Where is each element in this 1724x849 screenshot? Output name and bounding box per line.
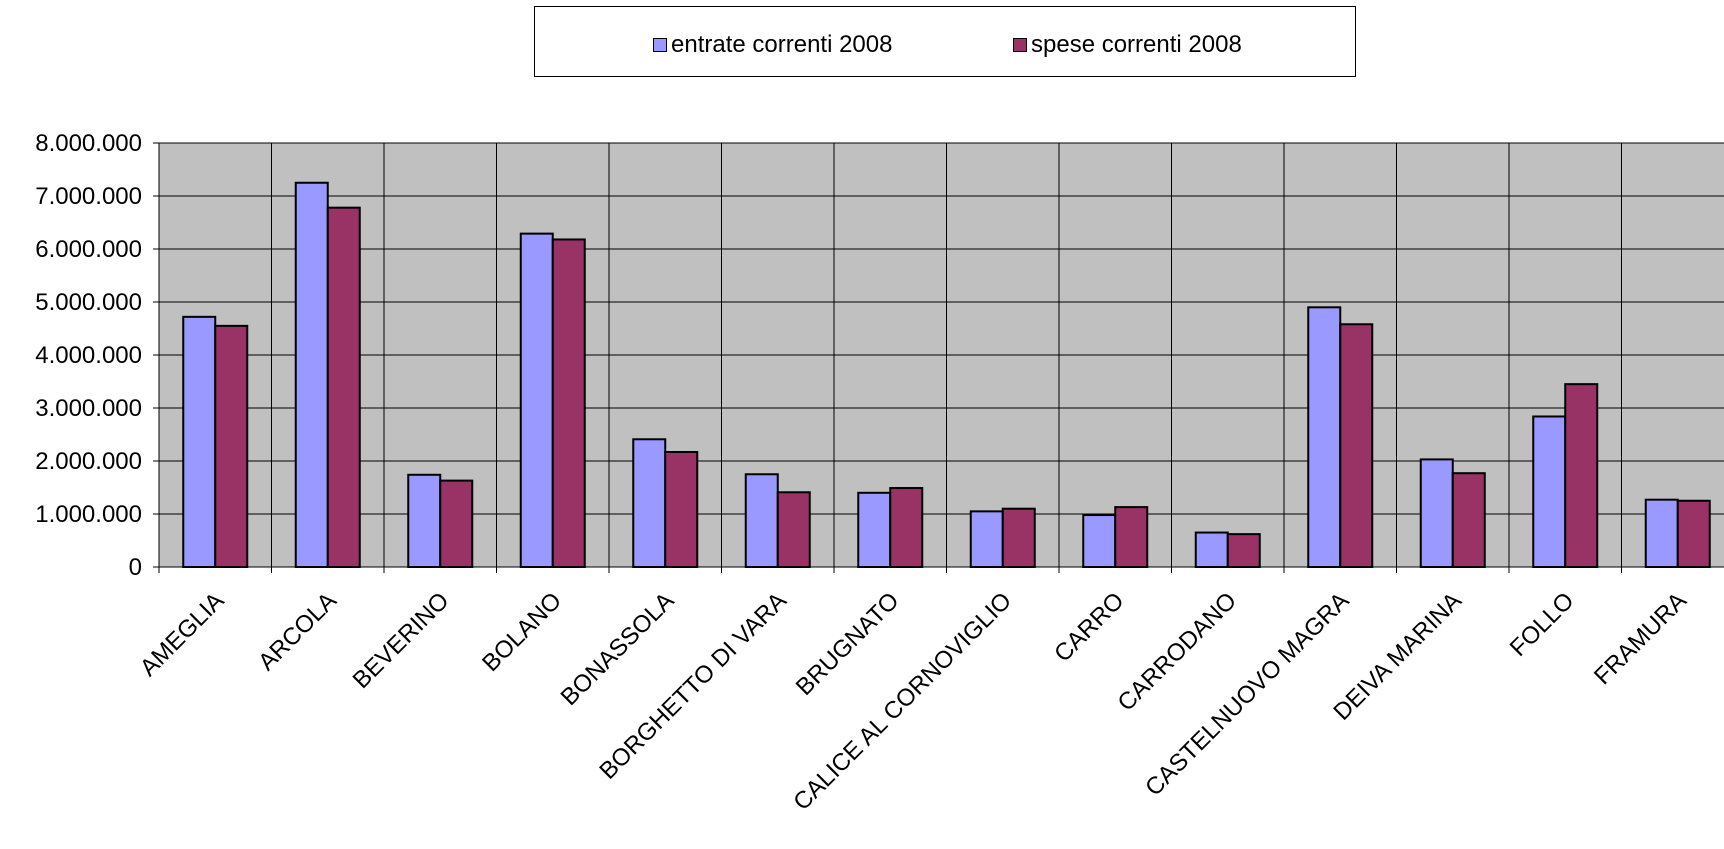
legend-label-spese: spese correnti 2008: [1031, 31, 1242, 58]
bar-entrate: [632, 438, 667, 568]
x-tick-label: BEVERINO: [348, 587, 455, 694]
bar-spese: [776, 491, 811, 568]
bar-entrate: [1532, 415, 1567, 569]
y-tick-label: 0: [129, 554, 142, 581]
x-tick-label: AMEGLIA: [135, 587, 230, 682]
bar-entrate: [1082, 514, 1117, 568]
x-tick-label: BONASSOLA: [556, 587, 680, 711]
bar-spese: [1564, 383, 1599, 568]
bar-entrate: [1307, 306, 1342, 568]
bar-entrate: [744, 473, 779, 568]
legend-item-spese: spese correnti 2008: [1013, 31, 1242, 59]
bar-spese: [1226, 533, 1261, 569]
y-tick-label: 6.000.000: [35, 236, 142, 263]
y-tick-label: 2.000.000: [35, 448, 142, 475]
y-tick-label: 5.000.000: [35, 289, 142, 316]
y-tick-label: 1.000.000: [35, 501, 142, 528]
x-tick-label: CASTELNUOVO MAGRA: [1140, 587, 1354, 801]
bar-spese: [439, 479, 474, 568]
legend-swatch-spese: [1013, 38, 1027, 52]
bar-entrate: [182, 315, 217, 568]
x-tick-label: ARCOLA: [253, 587, 342, 676]
x-tick-label: FRAMURA: [1589, 587, 1692, 690]
bar-spese: [1451, 472, 1486, 568]
bar-spese: [889, 487, 924, 568]
bar-entrate: [407, 473, 442, 568]
y-tick-label: 3.000.000: [35, 395, 142, 422]
x-tick-label: CALICE AL CORNOVIGLIO: [788, 587, 1017, 816]
bar-spese: [551, 238, 586, 569]
bar-spese: [1001, 507, 1036, 569]
bar-entrate: [294, 181, 329, 568]
bar-spese: [1676, 499, 1711, 568]
y-tick-label: 7.000.000: [35, 183, 142, 210]
x-tick-label: BOLANO: [477, 587, 567, 677]
bar-spese: [214, 324, 249, 568]
legend-item-entrate: entrate correnti 2008: [653, 31, 892, 59]
x-tick-label: CARRO: [1049, 587, 1129, 667]
bar-spese: [664, 450, 699, 568]
x-tick-label: BORGHETTO DI VARA: [594, 587, 792, 785]
legend-label-entrate: entrate correnti 2008: [671, 31, 893, 58]
x-tick-label: CARRODANO: [1113, 587, 1242, 716]
y-tick-label: 8.000.000: [35, 130, 142, 157]
bar-entrate: [519, 232, 554, 568]
bar-spese: [1339, 323, 1374, 569]
bar-entrate: [1419, 458, 1454, 568]
legend-swatch-entrate: [653, 38, 667, 52]
x-tick-label: BRUGNATO: [791, 587, 905, 701]
x-tick-label: FOLLO: [1505, 587, 1580, 662]
bar-entrate: [857, 491, 892, 568]
bar-spese: [1114, 506, 1149, 568]
bar-entrate: [969, 510, 1004, 569]
y-tick-label: 4.000.000: [35, 342, 142, 369]
chart-legend: entrate correnti 2008 spese correnti 200…: [534, 6, 1356, 77]
bar-entrate: [1644, 498, 1679, 568]
bar-entrate: [1194, 531, 1229, 568]
bar-spese: [326, 206, 361, 568]
